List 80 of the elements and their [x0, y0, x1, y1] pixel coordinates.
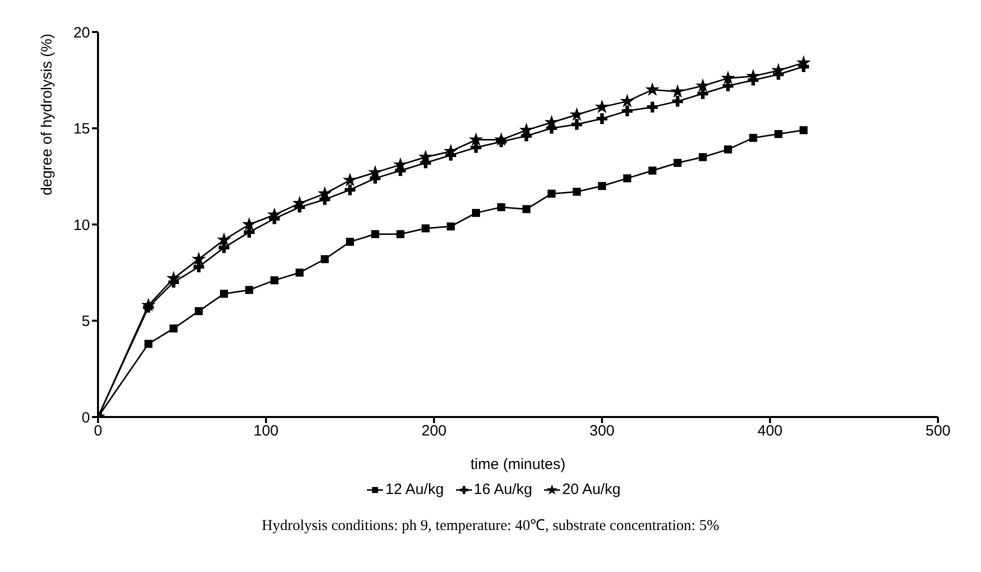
point	[670, 84, 685, 98]
point	[522, 205, 530, 214]
point	[596, 113, 608, 124]
point	[620, 94, 634, 108]
point	[422, 224, 430, 232]
point	[270, 276, 278, 284]
point	[570, 107, 584, 121]
point	[320, 255, 329, 264]
point	[468, 132, 484, 146]
point	[170, 324, 178, 332]
point	[800, 126, 808, 134]
point	[346, 238, 354, 246]
point	[245, 286, 254, 294]
point	[342, 172, 358, 186]
point	[722, 80, 734, 92]
point	[598, 182, 606, 190]
legend-label: 12 Au/kg	[385, 481, 444, 498]
point	[746, 68, 760, 82]
point	[296, 268, 304, 277]
point	[696, 78, 710, 92]
point	[622, 106, 633, 116]
point	[216, 232, 232, 246]
legend-label: 20 Au/kg	[562, 481, 621, 498]
point	[749, 134, 758, 142]
point	[648, 166, 656, 175]
point	[393, 157, 408, 171]
point	[645, 82, 660, 96]
point	[292, 196, 307, 210]
x-tick-label: 500	[925, 422, 951, 440]
point	[318, 186, 332, 200]
point	[720, 70, 736, 84]
text: Hydrolysis conditions: ph 9, temperature: 40℃, substrate concentration: 5%	[260, 517, 720, 535]
point	[244, 226, 255, 238]
point	[698, 153, 707, 162]
point	[623, 174, 632, 182]
x-tick-label: 200	[421, 422, 447, 440]
point	[141, 298, 156, 312]
point	[418, 150, 433, 164]
point	[194, 307, 203, 316]
y-tick-label: 20	[73, 24, 90, 42]
y-tick-label: 5	[82, 313, 90, 330]
point	[472, 208, 480, 217]
legend-label: 16 Au/kg	[474, 481, 532, 498]
point	[647, 102, 658, 112]
y-tick-label: 15	[73, 120, 90, 138]
point	[494, 132, 508, 146]
point	[446, 222, 455, 230]
x-axis-title: time (minutes)	[470, 456, 566, 473]
x-tick-label: 400	[757, 422, 783, 440]
point	[572, 188, 581, 196]
y-tick-label: 0	[82, 409, 90, 426]
point	[594, 100, 610, 114]
point	[771, 62, 786, 77]
point	[796, 55, 811, 69]
point	[144, 340, 152, 348]
point	[774, 130, 782, 138]
point	[218, 242, 230, 253]
x-tick-label: 100	[253, 422, 279, 440]
point	[344, 184, 356, 196]
point	[267, 207, 282, 221]
point	[444, 144, 458, 158]
point	[371, 230, 380, 238]
point	[697, 88, 708, 99]
point	[220, 290, 228, 298]
point	[571, 119, 582, 130]
y-axis-title: degree of hydrolysis (%)	[38, 34, 56, 196]
x-tick-label: 300	[589, 422, 615, 440]
point	[674, 158, 682, 167]
point	[548, 190, 556, 198]
point	[497, 203, 506, 212]
y-tick-label: 10	[73, 216, 90, 234]
point	[724, 145, 732, 154]
point	[672, 96, 683, 107]
point	[192, 252, 206, 266]
point	[242, 216, 256, 231]
point	[396, 230, 404, 238]
point	[166, 270, 181, 285]
point	[470, 142, 482, 153]
x-tick-label: 0	[94, 422, 102, 440]
point	[519, 122, 534, 136]
